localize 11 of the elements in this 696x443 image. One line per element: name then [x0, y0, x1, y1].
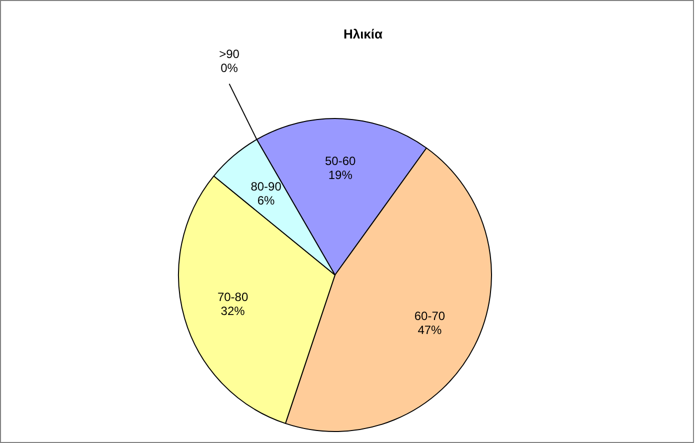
data-label: 6% — [257, 193, 276, 208]
text: 0% — [220, 61, 238, 76]
slice-label: 60-70 — [414, 308, 446, 323]
slice-label: 70-80 — [217, 290, 248, 304]
data-label: 32% — [220, 304, 246, 318]
data-label: 47% — [418, 322, 442, 337]
slice-label: 50-60 — [325, 154, 356, 168]
category-label: >90 — [219, 47, 240, 62]
slice-label: 80-90 — [250, 179, 282, 194]
chart-title: Ηλικία — [343, 26, 383, 42]
data-label: 19% — [328, 168, 353, 182]
